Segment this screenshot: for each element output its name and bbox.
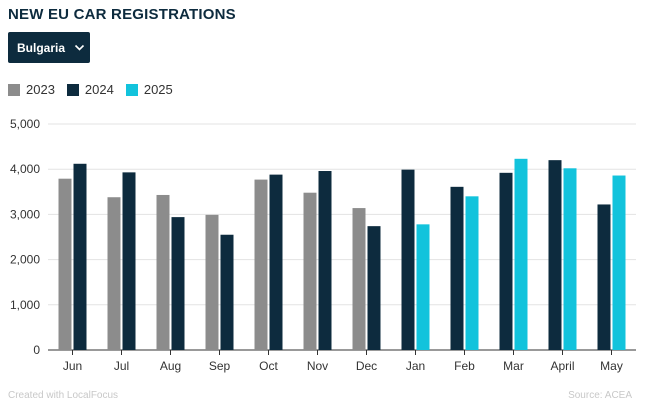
x-tick-label: Jun <box>63 359 82 373</box>
bar-2024-oct[interactable] <box>269 174 283 350</box>
y-tick-label: 5,000 <box>10 117 40 131</box>
bar-2023-sep[interactable] <box>205 214 219 350</box>
bar-2024-jul[interactable] <box>122 172 136 350</box>
bar-2024-may[interactable] <box>597 204 611 350</box>
bar-2024-jan[interactable] <box>401 169 415 350</box>
y-tick-label: 4,000 <box>10 162 40 176</box>
legend-item-2024[interactable]: 2024 <box>66 82 114 97</box>
bar-2025-may[interactable] <box>612 175 626 350</box>
bar-2024-aug[interactable] <box>171 217 185 350</box>
bar-2025-feb[interactable] <box>465 196 479 350</box>
bar-2024-mar[interactable] <box>499 172 513 350</box>
y-tick-label: 0 <box>33 343 40 357</box>
bar-2024-feb[interactable] <box>450 186 464 350</box>
x-tick-label: Jan <box>406 359 425 373</box>
legend-item-2025[interactable]: 2025 <box>125 82 173 97</box>
bar-2023-oct[interactable] <box>254 179 268 350</box>
bar-2024-jun[interactable] <box>73 163 87 350</box>
legend-swatch-2025 <box>125 83 138 96</box>
x-tick-label: April <box>550 359 574 373</box>
bar-2023-aug[interactable] <box>156 194 170 350</box>
credit-text: Created with LocalFocus <box>8 390 119 401</box>
bar-2024-april[interactable] <box>548 160 562 350</box>
bar-2025-mar[interactable] <box>514 158 528 350</box>
country-dropdown[interactable]: Bulgaria <box>8 32 90 63</box>
y-tick-label: 3,000 <box>10 207 40 221</box>
bar-2023-jul[interactable] <box>107 197 121 350</box>
bar-2023-jun[interactable] <box>58 178 72 350</box>
bar-2024-sep[interactable] <box>220 234 234 350</box>
x-tick-label: May <box>600 359 623 373</box>
chart-legend: 2023 2024 2025 <box>8 82 185 97</box>
bar-2023-dec[interactable] <box>352 208 366 350</box>
legend-item-2023[interactable]: 2023 <box>8 82 55 97</box>
bar-2025-jan[interactable] <box>416 224 430 350</box>
y-tick-label: 2,000 <box>10 253 40 267</box>
bar-2025-april[interactable] <box>563 168 577 350</box>
x-tick-label: Feb <box>454 359 475 373</box>
x-tick-label: Aug <box>160 359 181 373</box>
bar-2023-nov[interactable] <box>303 192 317 350</box>
x-tick-label: Jul <box>114 359 129 373</box>
country-dropdown-label: Bulgaria <box>17 40 66 55</box>
legend-swatch-2024 <box>66 83 79 96</box>
legend-label-2025: 2025 <box>143 82 173 97</box>
legend-label-2024: 2024 <box>84 82 114 97</box>
source-text: Source: ACEA <box>568 390 632 401</box>
chart-title: NEW EU CAR REGISTRATIONS <box>8 6 236 23</box>
bar-2024-dec[interactable] <box>367 226 381 350</box>
x-tick-label: Dec <box>356 359 377 373</box>
x-tick-label: Oct <box>259 359 278 373</box>
x-tick-label: Sep <box>209 359 231 373</box>
x-tick-label: Nov <box>307 359 328 373</box>
x-tick-label: Mar <box>503 359 524 373</box>
chevron-down-icon <box>74 44 85 51</box>
bar-2024-nov[interactable] <box>318 171 332 350</box>
legend-swatch-2023 <box>8 83 20 96</box>
legend-label-2023: 2023 <box>26 82 55 97</box>
y-tick-label: 1,000 <box>10 298 40 312</box>
